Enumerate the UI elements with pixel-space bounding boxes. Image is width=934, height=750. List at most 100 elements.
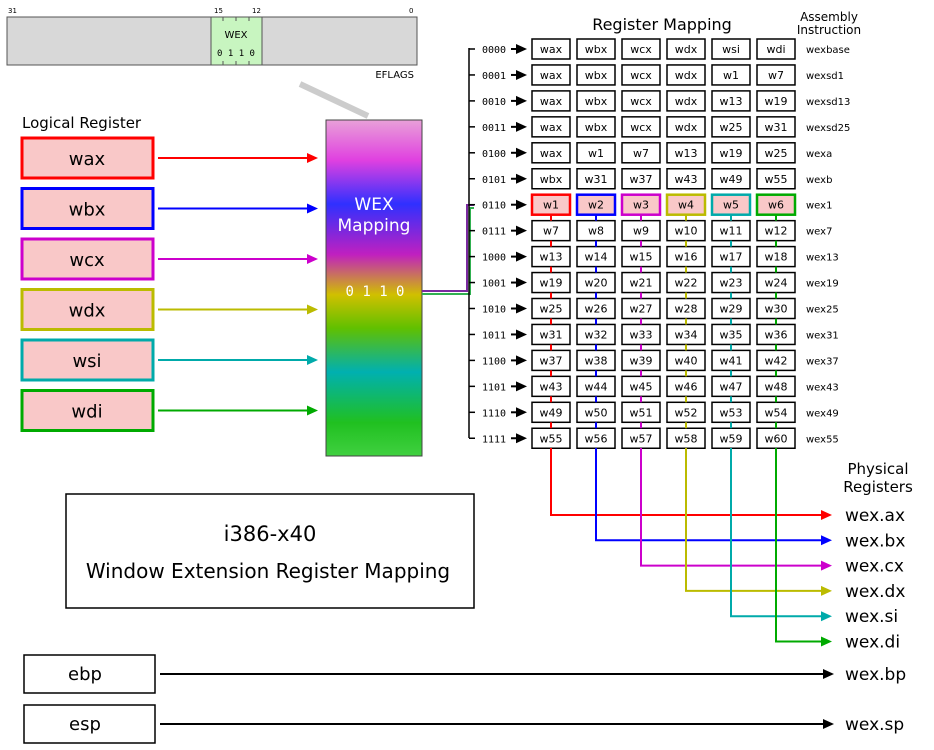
mapping-cell-box <box>756 38 796 60</box>
mapping-cell-box <box>756 116 796 138</box>
mapping-cell: w55 <box>765 173 788 186</box>
mapping-cell: w17 <box>720 251 743 264</box>
row-code: 0110 <box>482 201 506 212</box>
mapping-cell-box <box>666 142 706 164</box>
mapping-row-1011: 1011 w31 w32 w33 w34 w35 w36 wex31 <box>469 323 839 346</box>
mapping-cell: w5 <box>723 199 739 212</box>
mapping-cell-box <box>576 142 616 164</box>
mapping-cell-box <box>711 90 751 112</box>
row-code: 0111 <box>482 227 506 238</box>
mapping-cell-box <box>576 168 616 190</box>
mapping-cell: w7 <box>633 147 649 160</box>
bit-0-label: 0 <box>409 7 413 15</box>
logical-wdx-arrow-arrowhead <box>307 304 318 315</box>
row-1101-arrow-arrowhead <box>516 381 527 392</box>
row-code: 0010 <box>482 97 506 108</box>
row-asm: wex43 <box>806 382 839 393</box>
mapping-cell: w46 <box>675 380 698 393</box>
wex-mapping-body <box>325 119 423 457</box>
eflags-label: EFLAGS <box>375 70 414 81</box>
physical-header-1: Physical <box>847 460 908 478</box>
mapping-cell: wax <box>540 121 563 134</box>
mapping-cell: w13 <box>720 95 743 108</box>
mapping-cell-box <box>576 90 616 112</box>
mapping-cell-box <box>711 64 751 86</box>
logical-register-wdi: wdi <box>20 389 318 432</box>
mapping-row-1110: 1110 w49 w50 w51 w52 w53 w54 wex49 <box>469 401 839 424</box>
mapping-cell: w13 <box>540 251 563 264</box>
row-1000-arrow-arrowhead <box>516 251 527 262</box>
physical-register-wex-bx: wex.bx <box>595 448 905 551</box>
mapping-cell: w37 <box>540 354 563 367</box>
column-connectors <box>550 214 777 429</box>
logical-wsi-arrow-arrowhead <box>307 355 318 365</box>
logical-register-wbx: wbx <box>20 187 318 230</box>
mapping-cell-box <box>531 38 571 60</box>
logical-register-wcx: wcx <box>20 237 318 281</box>
assembly-header-1: Assembly <box>800 10 858 24</box>
mapping-row-0111: 0111 w7 w8 w9 w10 w11 w12 wex7 <box>469 219 832 242</box>
mapping-cell-box <box>621 142 661 164</box>
mapping-cell: w55 <box>540 432 563 445</box>
logical-register-box <box>20 136 155 180</box>
mapping-row-0101: 0101 wbx w31 w37 w43 w49 w55 wexb <box>469 168 832 190</box>
mapping-cell-box <box>666 38 706 60</box>
physical-register-label: wex.si <box>845 607 898 627</box>
mapping-cell: w44 <box>585 380 608 393</box>
logical-register-box <box>20 338 155 382</box>
logical-wcx-arrow-arrowhead <box>307 254 318 264</box>
eflags-register: 31 15 12 0 WEX 0 1 1 0 EFLAGS <box>6 7 418 119</box>
extra-register-target: wex.bp <box>845 665 906 685</box>
logical-register-label: wdx <box>69 301 106 322</box>
mapping-cell: wax <box>540 95 563 108</box>
mapping-cell: wax <box>540 43 563 56</box>
bit-12-label: 12 <box>252 7 261 15</box>
bit-15-label: 15 <box>214 7 223 15</box>
extra-register-box <box>23 654 156 694</box>
wex-field <box>210 16 263 66</box>
mapping-cell: w56 <box>585 432 608 445</box>
mapping-cell: wdi <box>766 43 785 56</box>
mapping-row-1001: 1001 w19 w20 w21 w22 w23 w24 wex19 <box>469 271 839 294</box>
row-0111-arrow-arrowhead <box>516 225 527 236</box>
row-asm: wex37 <box>806 356 839 367</box>
mapping-cell: w53 <box>720 406 743 419</box>
extra-register-label: ebp <box>68 664 102 685</box>
mapping-cell: w31 <box>585 173 608 186</box>
mapping-cell: w28 <box>675 303 698 316</box>
wex-mapping-title-2: Mapping <box>338 216 411 236</box>
mapping-cell: w23 <box>720 277 743 290</box>
row-asm: wex25 <box>806 305 839 316</box>
wex-mapping-title-1: WEX <box>354 195 394 215</box>
mapping-cell: wdx <box>675 95 698 108</box>
wex-mapping-value: 0 1 1 0 <box>345 284 404 300</box>
logical-wax-arrow-arrowhead <box>307 153 318 163</box>
mapping-cell: w41 <box>720 354 743 367</box>
logical-register-box <box>20 288 155 331</box>
row-code: 1111 <box>482 434 506 445</box>
extra-register-target: wex.sp <box>845 715 904 735</box>
mapping-cell: w52 <box>675 406 698 419</box>
mapping-cell: w7 <box>768 69 784 82</box>
mapping-cell-box <box>531 64 571 86</box>
row-0100-arrow-arrowhead <box>516 147 527 158</box>
title-line-2: Window Extension Register Mapping <box>86 559 450 583</box>
mapping-cell-box <box>711 116 751 138</box>
physical-register-label: wex.dx <box>845 582 905 602</box>
logical-register-wax: wax <box>20 136 318 180</box>
mapping-cell: w33 <box>630 328 653 341</box>
mapping-cell-box <box>621 168 661 190</box>
mapping-cell: w32 <box>585 328 608 341</box>
mapping-cell-box <box>531 90 571 112</box>
mapping-cell: wdx <box>675 121 698 134</box>
mapping-cell: w50 <box>585 406 608 419</box>
logical-register-box <box>20 187 155 230</box>
row-1111-arrow-arrowhead <box>516 433 527 444</box>
mapping-cell: w3 <box>633 199 649 212</box>
logical-register-wdx: wdx <box>20 288 318 331</box>
mapping-cell: w13 <box>675 147 698 160</box>
mapping-cell: wsi <box>722 43 740 56</box>
bit-31-label: 31 <box>8 7 17 15</box>
row-asm: wexsd25 <box>806 123 850 134</box>
mapping-cell: w20 <box>585 277 608 290</box>
